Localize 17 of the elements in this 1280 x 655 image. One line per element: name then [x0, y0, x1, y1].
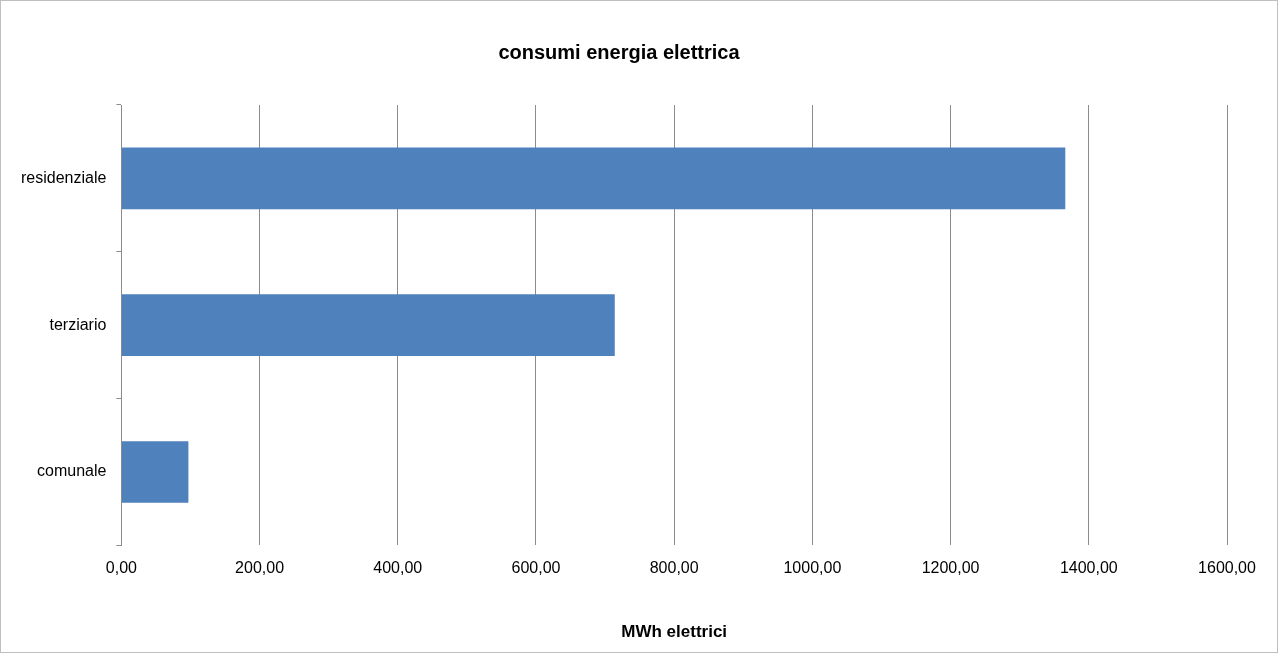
x-tick-label: 1000,00	[783, 559, 842, 577]
y-tick-label: terziario	[49, 315, 107, 333]
x-tick-label: 1200,00	[921, 559, 980, 577]
x-tick-label: 1600,00	[1198, 559, 1257, 577]
y-tick-label: comunale	[37, 462, 107, 480]
x-tick-label: 800,00	[649, 559, 699, 577]
bar	[121, 441, 189, 503]
y-tick-label: residenziale	[20, 168, 107, 186]
chart-title: consumi energia elettrica	[498, 40, 741, 63]
x-tick-label: 0,00	[105, 559, 138, 577]
bar	[121, 147, 1066, 210]
x-tick-label: 400,00	[373, 559, 423, 577]
x-tick-label: 600,00	[511, 559, 561, 577]
x-tick-label: 1400,00	[1059, 559, 1118, 577]
bar	[121, 294, 615, 357]
x-axis-title: MWh elettrici	[621, 622, 728, 642]
x-tick-label: 200,00	[235, 559, 285, 577]
